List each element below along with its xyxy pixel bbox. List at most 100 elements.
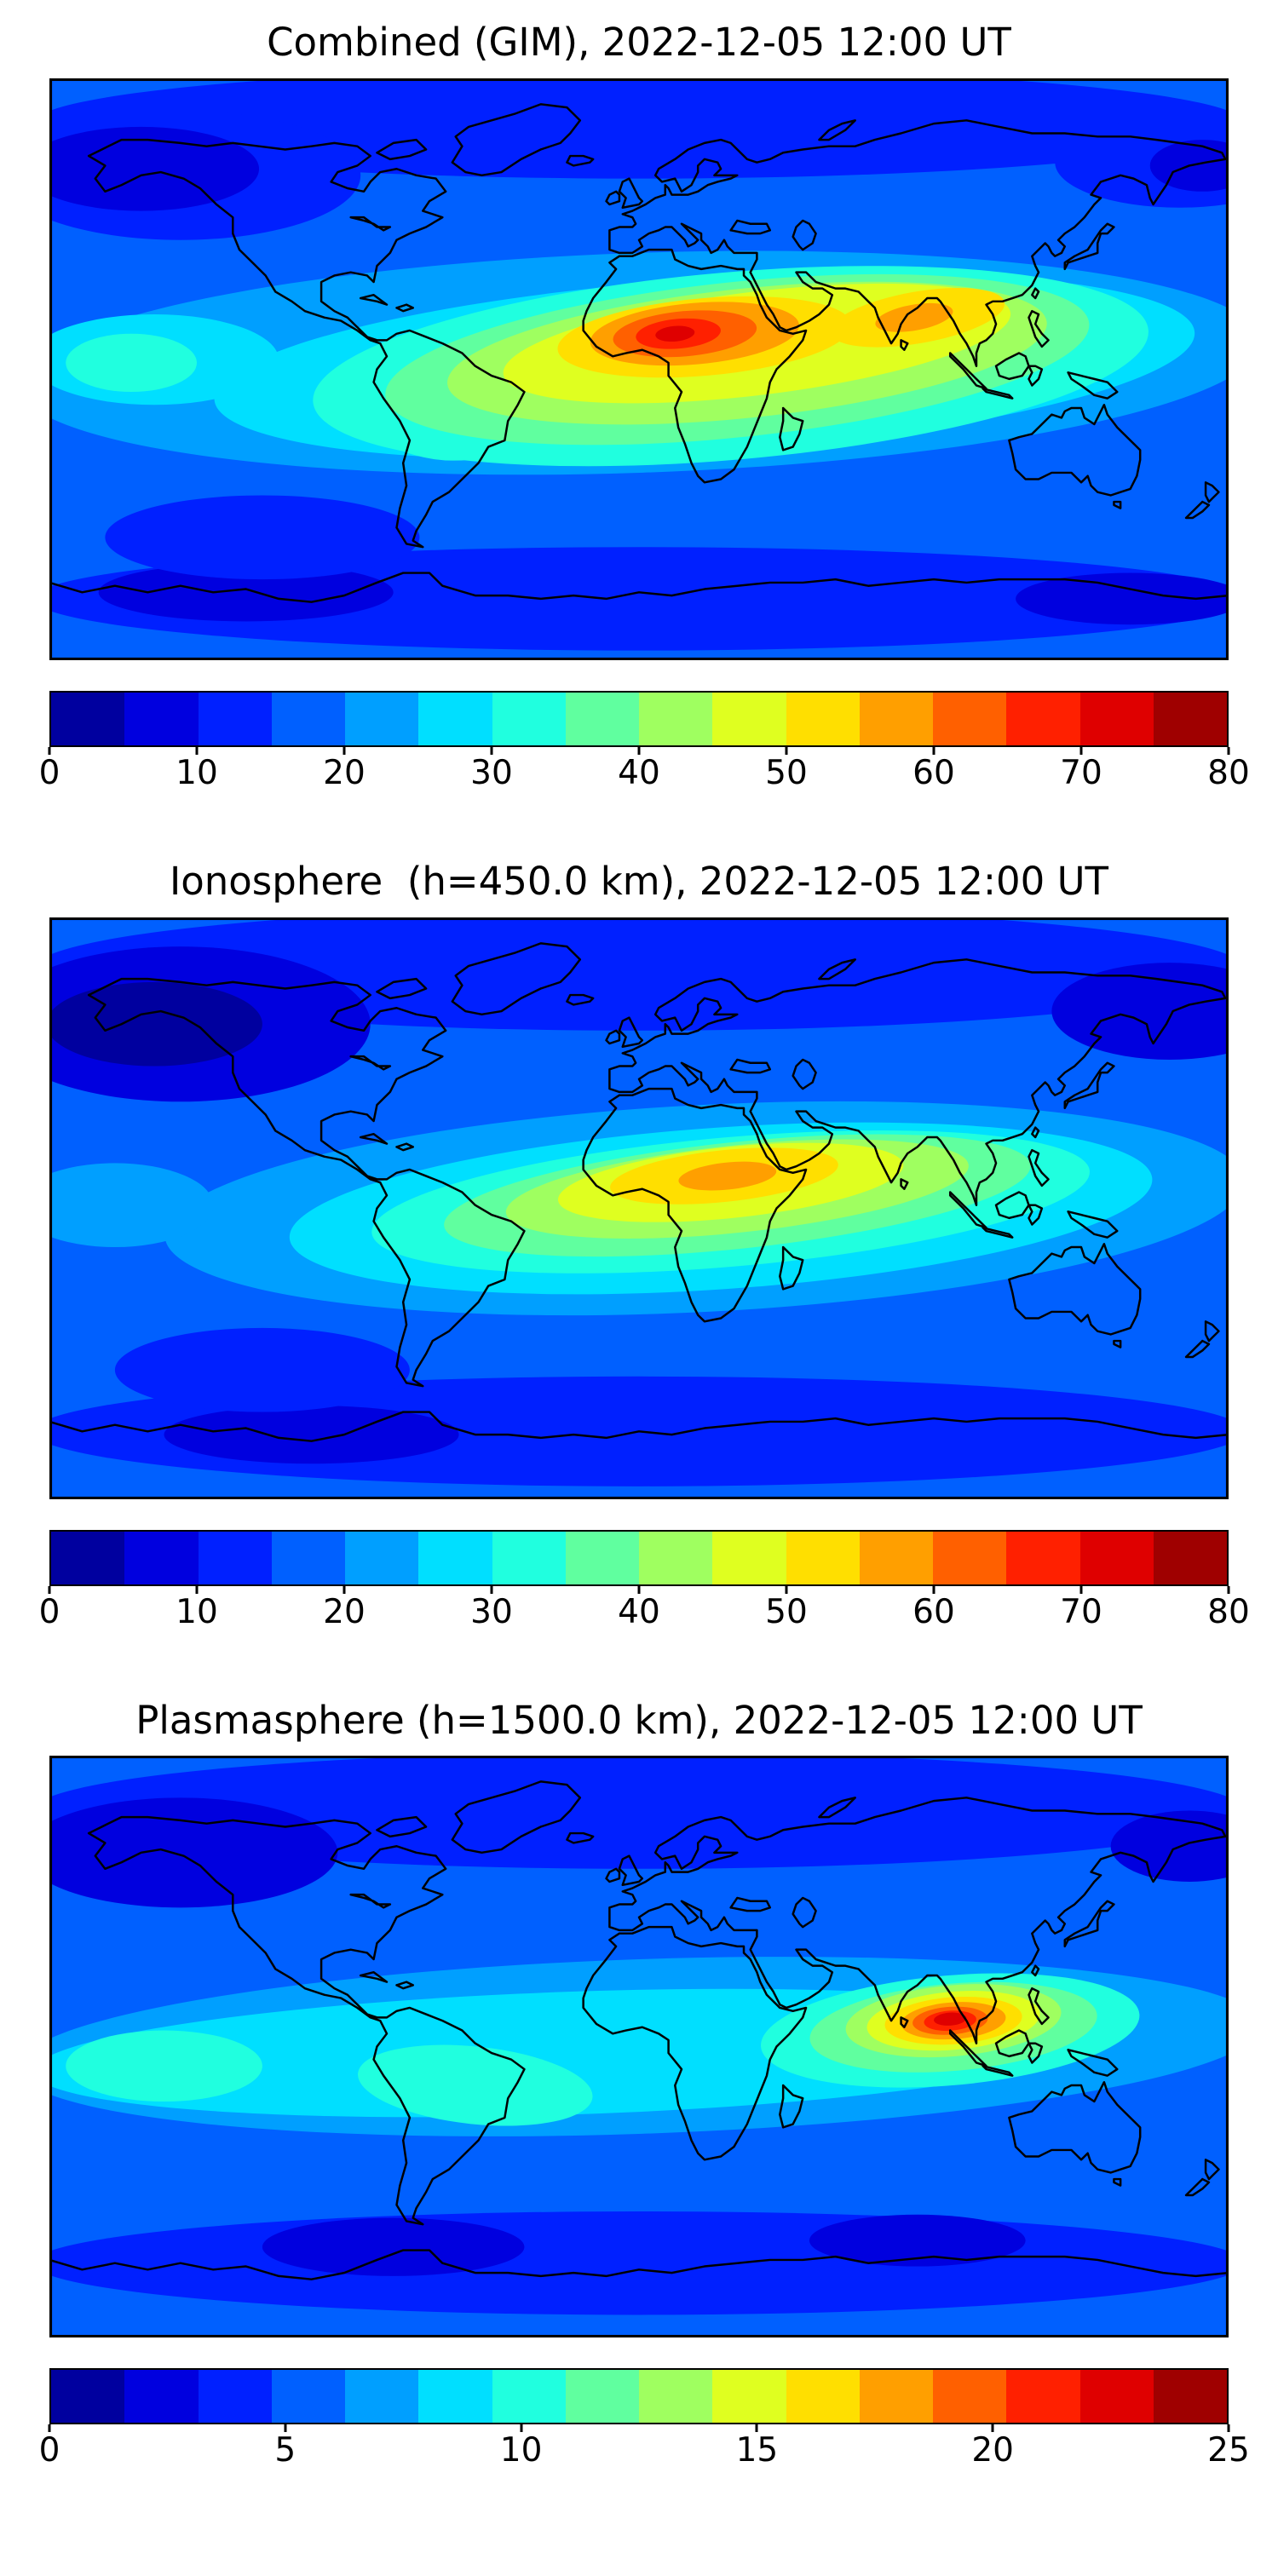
coastline-path — [1031, 1125, 1040, 1138]
tec-contour-region — [1016, 572, 1229, 625]
colorbar-tick-label: 60 — [912, 753, 955, 792]
tec-contour-region — [875, 302, 953, 332]
colorbar-segment — [639, 2370, 713, 2424]
colorbar-segment — [639, 1531, 713, 1584]
colorbar-segment — [418, 2370, 492, 2424]
colorbar-segment — [492, 2370, 566, 2424]
coastline-path — [1063, 1900, 1115, 1948]
tec-contour-region — [164, 1405, 459, 1463]
coastline-path — [349, 1055, 392, 1071]
coastline-path — [618, 177, 644, 209]
colorbar-tick-mark — [48, 1585, 51, 1594]
coastline-path — [49, 572, 1229, 603]
coastline-path — [1204, 480, 1220, 503]
colorbar-segment — [1079, 692, 1154, 745]
colorbar-segment — [492, 1531, 566, 1584]
coastline-path — [729, 219, 772, 235]
coastline-path — [1067, 371, 1119, 400]
colorbar-tick-mark — [1227, 1585, 1230, 1594]
colorbar-segment — [51, 2370, 125, 2424]
colorbar-segment — [345, 692, 419, 745]
coastline-path — [1028, 1987, 1050, 2026]
coastline-path — [608, 957, 1227, 1206]
coastline-path — [1113, 2178, 1122, 2188]
coastline-path — [608, 1797, 1227, 2045]
colorbar-segment — [859, 1531, 933, 1584]
coastline-path — [818, 1797, 856, 1819]
colorbar-segment — [565, 1531, 639, 1584]
coastline-path — [1063, 1061, 1115, 1109]
colorbar-segment — [1153, 2370, 1227, 2424]
colorbar-tick-mark — [490, 746, 493, 755]
colorbar-segment — [198, 1531, 272, 1584]
colorbar-tick-mark — [48, 746, 51, 755]
colorbar-tick-mark — [785, 1585, 788, 1594]
coastline-path — [349, 1894, 392, 1909]
colorbar-segment — [418, 1531, 492, 1584]
coastline-path — [359, 1132, 389, 1145]
coastline-path — [1031, 1964, 1040, 1977]
colorbar-segment — [786, 2370, 860, 2424]
map-border — [49, 78, 1229, 660]
colorbar-segment — [1006, 1531, 1080, 1584]
colorbar-tick-mark — [1079, 1585, 1083, 1594]
colorbar-ticks-combined: 0 10 20 30 40 50 60 70 80 — [39, 746, 1250, 800]
colorbar-tick-mark — [932, 1585, 935, 1594]
coastline-path — [792, 219, 817, 251]
coastline-path — [1067, 1210, 1119, 1239]
colorbar-segment — [565, 2370, 639, 2424]
coastline-path — [49, 1410, 1229, 1442]
coastline-path — [729, 1058, 772, 1073]
panel-combined: Combined (GIM), 2022-12-05 12:00 UT 0 10 2… — [0, 20, 1278, 800]
coastline-path — [1008, 2081, 1142, 2174]
coastline-path — [1008, 1242, 1142, 1336]
colorbar-tick-label: 0 — [38, 753, 60, 792]
colorbar-segment — [933, 1531, 1007, 1584]
coastline-path — [451, 102, 582, 176]
coastline-path — [1184, 1339, 1211, 1358]
colorbar-segment — [1079, 2370, 1154, 2424]
colorbar-tick-mark — [1079, 746, 1083, 755]
coastline-path — [566, 993, 595, 1006]
colorbar-segment — [271, 692, 345, 745]
coastline-path — [376, 1816, 428, 1838]
colorbar-tick-mark — [991, 2424, 994, 2433]
coastline-path — [87, 138, 526, 549]
colorbar-tick-label: 60 — [912, 1592, 955, 1631]
coastline-path — [729, 1896, 772, 1912]
coastline-path — [1184, 500, 1211, 520]
colorbar-tick-label: 5 — [274, 2431, 296, 2470]
coastline-path — [1028, 1203, 1044, 1226]
coastline-path — [779, 406, 804, 451]
colorbar-tick-mark — [490, 1585, 493, 1594]
tec-contour-region — [49, 2211, 1229, 2315]
coastline-path — [900, 1177, 909, 1190]
colorbar-tick-label: 30 — [470, 753, 513, 792]
colorbar-segment — [124, 692, 199, 745]
panel-title: Ionosphere (h=450.0 km), 2022-12-05 12:0… — [169, 858, 1109, 904]
coastline-path — [49, 2249, 1229, 2281]
colorbar-tick-label: 10 — [499, 2431, 543, 2470]
panel-title: Combined (GIM), 2022-12-05 12:00 UT — [267, 20, 1011, 65]
coastline-path — [1113, 500, 1122, 509]
colorbar-segment — [786, 1531, 860, 1584]
coastline-path — [900, 338, 909, 351]
colorbar-tick-mark — [785, 746, 788, 755]
map-plasmasphere — [49, 1756, 1229, 2338]
map-border — [49, 1756, 1229, 2338]
colorbar-segment — [933, 2370, 1007, 2424]
colorbar-tick-label: 20 — [323, 1592, 366, 1631]
colorbar-segment — [639, 692, 713, 745]
colorbar-tick-label: 80 — [1207, 753, 1250, 792]
colorbar-segment — [786, 692, 860, 745]
colorbar-segment — [1006, 692, 1080, 745]
colorbar-segment — [124, 2370, 199, 2424]
colorbar-segment — [712, 692, 786, 745]
colorbar-segment — [933, 692, 1007, 745]
colorbar-tick-mark — [343, 1585, 346, 1594]
colorbar-segment — [271, 1531, 345, 1584]
coastline-path — [582, 1926, 808, 2161]
panel-plasmasphere: Plasmasphere (h=1500.0 km), 2022-12-05 1… — [0, 1698, 1278, 2478]
coastline-path — [818, 957, 856, 980]
coastline-path — [779, 2084, 804, 2129]
